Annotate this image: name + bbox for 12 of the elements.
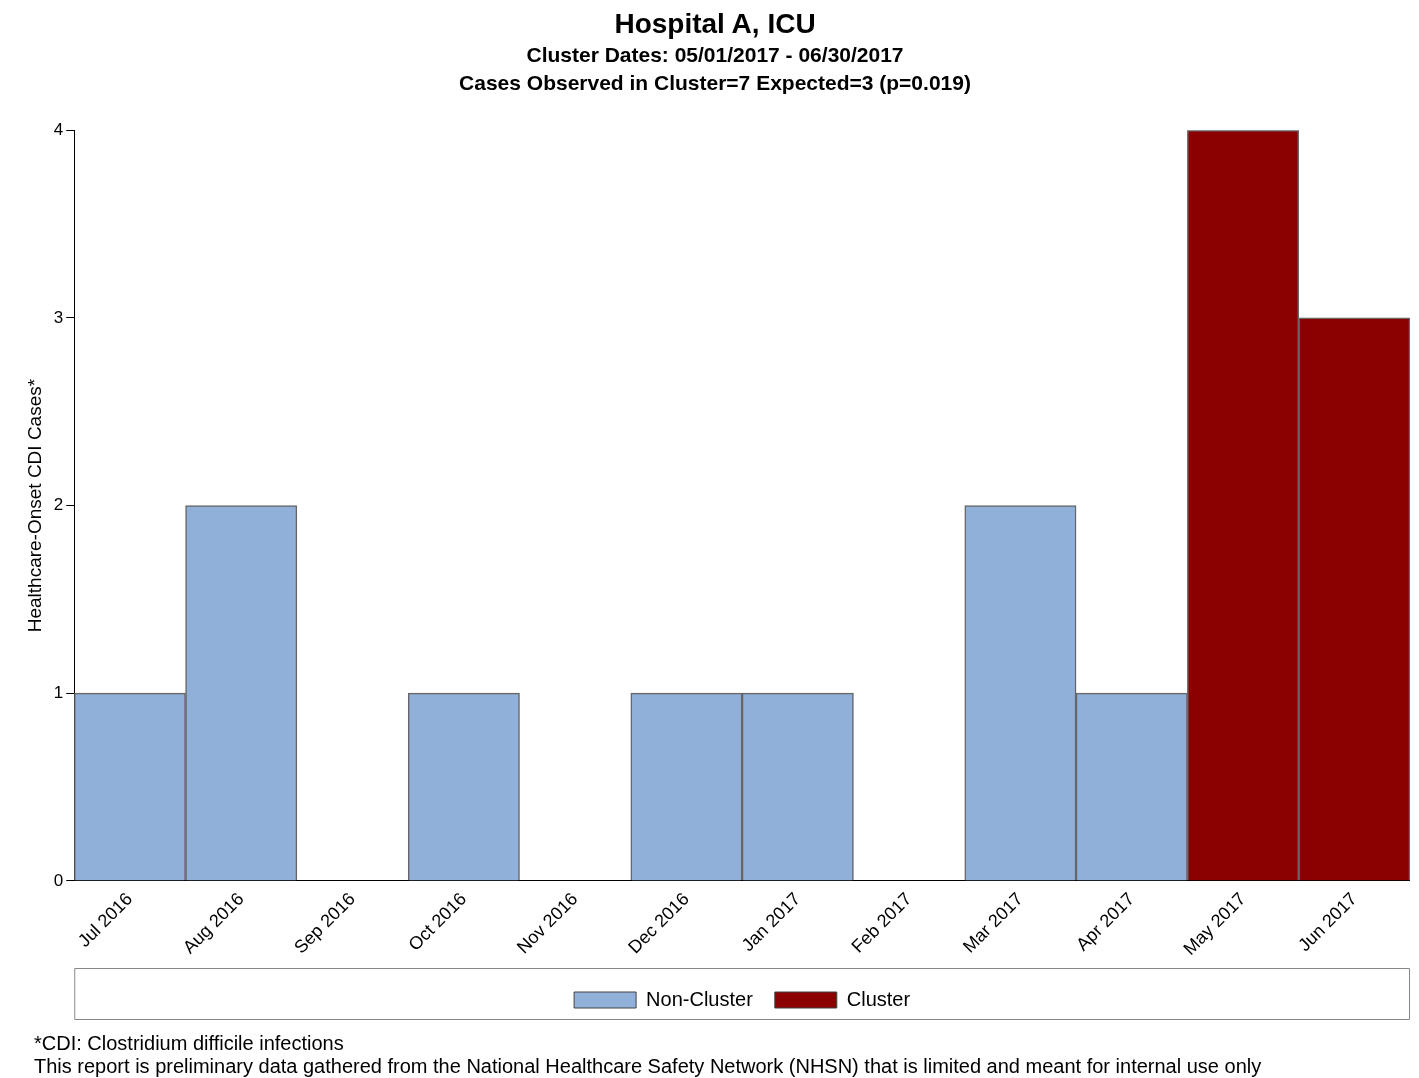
y-tick-label: 1 bbox=[53, 682, 64, 702]
y-axis-title: Healthcare-Onset CDI Cases* bbox=[23, 378, 45, 633]
y-tick-label: 3 bbox=[53, 307, 64, 327]
y-tick-label: 2 bbox=[53, 495, 64, 515]
legend-label: Non-Cluster bbox=[646, 987, 754, 1010]
text: *CDI: Clostridium difficile infections bbox=[34, 1032, 345, 1055]
chart-subtitle: Cluster Dates: 05/01/2017 - 06/30/2017 Cases Observed in Cluster=7 Expected=3 (p=0.019) bbox=[459, 42, 971, 94]
chart-title: Hospital A, ICU bbox=[614, 7, 816, 39]
legend-label: Cluster bbox=[846, 987, 911, 1010]
y-tick-label: 0 bbox=[53, 870, 64, 890]
text: This report is preliminary data gathered from the National Healthcare Safety Network (NHSN) that is limited and meant for internal use only bbox=[34, 1055, 1262, 1078]
y-tick-label: 4 bbox=[53, 119, 64, 139]
